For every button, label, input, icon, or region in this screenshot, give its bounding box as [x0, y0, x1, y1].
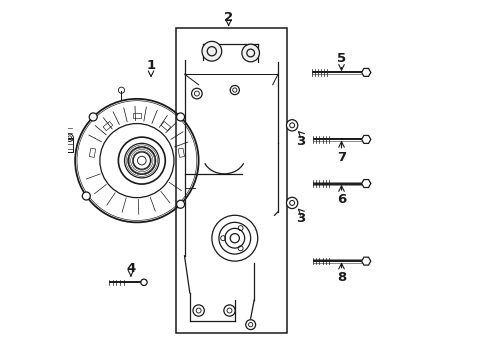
- Text: 7: 7: [336, 150, 346, 163]
- Circle shape: [242, 44, 259, 62]
- Circle shape: [176, 200, 184, 208]
- Bar: [132, 113, 141, 118]
- Circle shape: [141, 279, 147, 285]
- Circle shape: [286, 120, 297, 131]
- Text: 8: 8: [336, 270, 346, 284]
- Text: 3: 3: [296, 135, 305, 148]
- Bar: [66, 138, 73, 152]
- Polygon shape: [361, 257, 370, 265]
- Circle shape: [230, 85, 239, 95]
- Text: 1: 1: [146, 59, 155, 72]
- Bar: [175, 28, 286, 333]
- Circle shape: [193, 305, 204, 316]
- Circle shape: [176, 113, 184, 121]
- Bar: [89, 148, 96, 157]
- Polygon shape: [361, 135, 370, 143]
- Circle shape: [82, 192, 90, 200]
- Text: 4: 4: [126, 262, 135, 275]
- Circle shape: [202, 41, 221, 61]
- Bar: [161, 121, 170, 131]
- Circle shape: [191, 88, 202, 99]
- Polygon shape: [361, 68, 370, 76]
- Bar: [178, 148, 184, 157]
- Circle shape: [286, 197, 297, 208]
- Text: 5: 5: [336, 52, 346, 65]
- Bar: [103, 121, 113, 131]
- Text: 2: 2: [224, 11, 233, 24]
- Text: 3: 3: [296, 212, 305, 225]
- Circle shape: [224, 305, 235, 316]
- Circle shape: [89, 113, 97, 121]
- Circle shape: [245, 320, 255, 330]
- Text: 6: 6: [336, 193, 346, 206]
- Polygon shape: [361, 180, 370, 188]
